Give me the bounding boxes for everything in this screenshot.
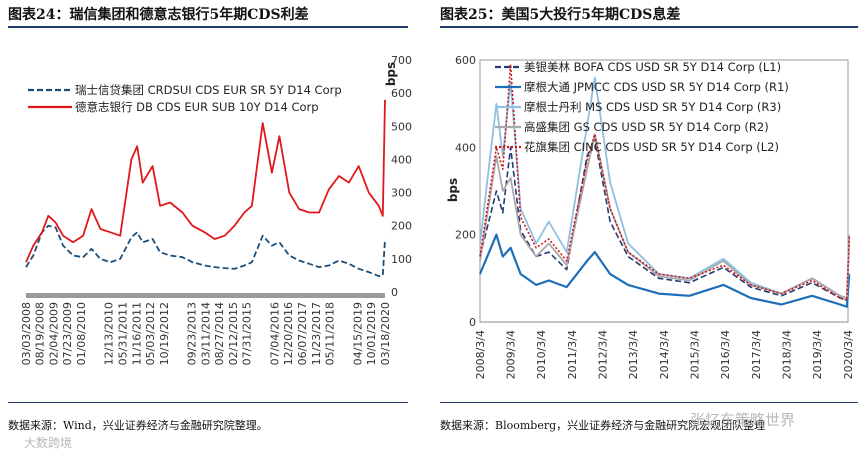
series-line-4 [479, 133, 851, 299]
x-tick-label: 03/18/2020 [379, 302, 392, 365]
legend-label-2: 摩根大通 JPMCC CDS USD SR 5Y D14 Corp (R1) [524, 80, 789, 94]
left-source-note: 数据来源：Wind，兴业证券经济与金融研究院整理。 [8, 419, 268, 432]
x-tick-label: 06/07/2017 [296, 302, 309, 365]
x-tick-label: 2020/3/4 [842, 330, 855, 379]
left-chart-title: 图表24：瑞信集团和德意志银行5年期CDS利差 [8, 7, 309, 23]
x-tick-label: 07/31/2015 [241, 302, 254, 365]
series-line-2 [25, 99, 386, 263]
legend-label-1: 瑞士信贷集团 CRDSUI CDS EUR SR 5Y D14 Corp [75, 83, 342, 97]
x-tick-label: 2016/3/4 [719, 330, 732, 379]
y-tick-label: 0 [391, 286, 398, 299]
y-tick-label: 600 [391, 87, 412, 100]
x-tick-label: 02/12/2015 [227, 302, 240, 365]
x-tick-label: 2009/3/4 [504, 330, 517, 379]
x-tick-label: 11/16/2011 [130, 302, 143, 365]
x-tick-label: 2008/3/4 [474, 330, 487, 379]
right-chart-title: 图表25：美国5大投行5年期CDS息差 [440, 7, 681, 23]
x-tick-label: 2018/3/4 [780, 330, 793, 379]
right-source-rule [440, 402, 858, 403]
left-cds-chart: 0 100 200 300 400 500 600 700 03/03/2008 08/19/20… [20, 54, 412, 365]
legend-label-2: 德意志银行 DB CDS EUR SUB 10Y D14 Corp [75, 100, 319, 114]
x-tick-label: 03/11/2014 [199, 302, 212, 365]
y-tick-label: 0 [469, 316, 476, 329]
x-tick-label: 10/01/2019 [365, 302, 378, 365]
x-tick-label: 05/31/2011 [116, 302, 129, 365]
y-tick-label: 100 [391, 253, 412, 266]
y-tick-label: 200 [391, 220, 412, 233]
x-tick-label: 04/15/2019 [351, 302, 364, 365]
x-tick-label: 2017/3/4 [750, 330, 763, 379]
x-tick-label: 07/04/2016 [268, 302, 281, 365]
x-tick-label: 2011/3/4 [566, 330, 579, 379]
y-axis-label: bps [446, 178, 460, 202]
x-tick-label: 2010/3/4 [535, 330, 548, 379]
x-tick-label: 03/03/2008 [20, 302, 33, 365]
x-tick-label: 11/23/2017 [310, 302, 323, 365]
left-title-rule [8, 26, 408, 28]
y-tick-label: 200 [455, 229, 476, 242]
legend-label-3: 摩根士丹利 MS CDS USD SR 5Y D14 Corp (R3) [524, 100, 781, 114]
series-line-1 [479, 137, 850, 302]
x-tick-label: 05/03/2012 [144, 302, 157, 365]
x-tick-label: 08/19/2008 [34, 302, 47, 365]
legend-label-1: 美银美林 BOFA CDS USD SR 5Y D14 Corp (L1) [524, 60, 781, 74]
x-tick-label: 10/19/2012 [158, 302, 171, 365]
series-line-1 [25, 224, 386, 278]
x-tick-label: 05/11/2018 [324, 302, 337, 365]
y-tick-label: 600 [455, 54, 476, 67]
watermark-left: 大数跨境 [24, 436, 73, 450]
right-title-rule [440, 26, 858, 28]
x-tick-label: 12/13/2010 [103, 302, 116, 365]
x-tick-label: 2013/3/4 [627, 330, 640, 379]
x-tick-label: 2014/3/4 [658, 330, 671, 379]
y-tick-label: 400 [455, 141, 476, 154]
x-tick-label: 2015/3/4 [688, 330, 701, 379]
x-tick-label: 2012/3/4 [597, 330, 610, 379]
right-source-note: 数据来源：Bloomberg，兴业证券经济与金融研究院宏观团队整理 [440, 419, 766, 432]
x-tick-label: 07/23/2009 [61, 302, 74, 365]
watermark-right: 张忆东策略世界 [690, 411, 796, 429]
y-tick-label: 500 [391, 120, 412, 133]
x-tick-label: 09/23/2013 [186, 302, 199, 365]
series-line-2 [478, 233, 851, 308]
y-tick-label: 700 [391, 54, 412, 67]
x-tick-label: 08/27/2014 [213, 302, 226, 365]
x-tick-label: 02/04/2009 [47, 302, 60, 365]
legend-label-5: 花旗集团 CINC CDS USD SR 5Y D14 Corp (L2) [524, 140, 779, 154]
x-tick-label: 2019/3/4 [811, 330, 824, 379]
x-tick-label: 12/20/2016 [282, 302, 295, 365]
y-axis-label: bps [384, 62, 398, 86]
series-line-5 [479, 63, 850, 302]
x-tick-label: 01/08/2010 [75, 302, 88, 365]
right-cds-chart: 0 200 400 600 2008/3/4 2009/3/4 2010/3/4 2011/3… [446, 54, 855, 379]
y-tick-label: 400 [391, 153, 412, 166]
legend-label-4: 高盛集团 GS CDS USD SR 5Y D14 Corp (R2) [524, 120, 769, 134]
left-source-rule [8, 402, 408, 403]
x-axis-band [26, 293, 385, 298]
y-tick-label: 300 [391, 187, 412, 200]
